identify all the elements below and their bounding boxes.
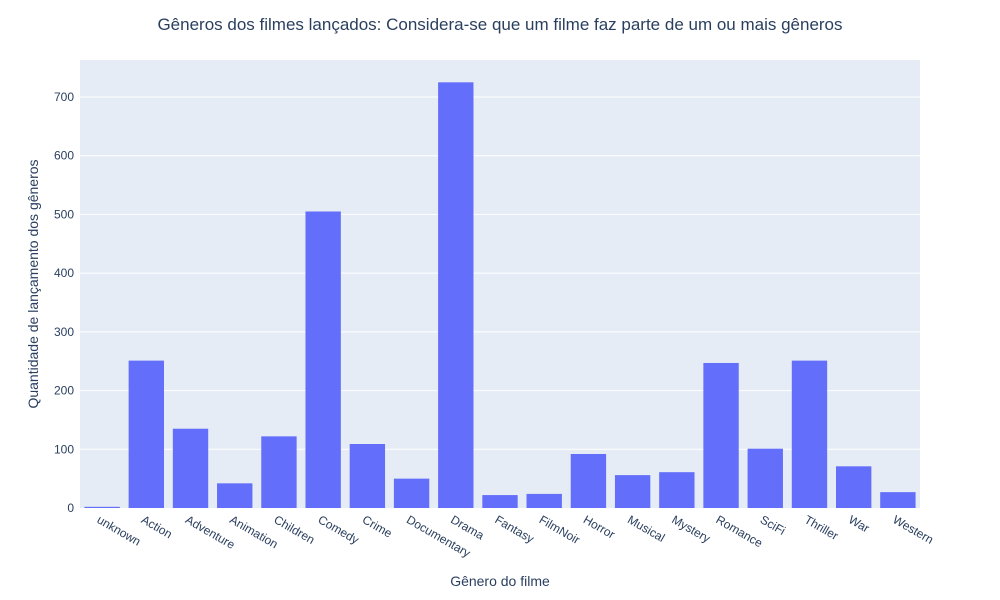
x-tick-label: Horror xyxy=(581,512,617,541)
x-tick-label: unknown xyxy=(95,512,144,548)
x-tick-label: Thriller xyxy=(802,512,841,542)
x-axis-title: Gênero do filme xyxy=(450,573,550,589)
x-tick-label: Animation xyxy=(227,512,280,551)
plot-area xyxy=(80,60,920,508)
y-gridlines xyxy=(80,96,920,450)
bar-drama[interactable] xyxy=(438,82,474,509)
bar-musical[interactable] xyxy=(614,475,651,508)
x-tick-label: Action xyxy=(139,512,175,541)
bars xyxy=(84,82,916,509)
x-tick-label: Romance xyxy=(714,512,766,550)
bar-crime[interactable] xyxy=(349,444,386,508)
y-tick-label: 100 xyxy=(54,442,74,456)
bar-thriller[interactable] xyxy=(791,360,828,508)
bar-horror[interactable] xyxy=(570,453,607,508)
x-tick-label: Comedy xyxy=(316,512,362,546)
bar-western[interactable] xyxy=(880,492,916,508)
bar-romance[interactable] xyxy=(703,362,739,508)
y-tick-label: 600 xyxy=(54,149,74,163)
y-tick-label: 400 xyxy=(54,266,74,280)
bar-action[interactable] xyxy=(128,360,164,508)
x-tick-label: Crime xyxy=(360,512,395,540)
x-tick-label: Mystery xyxy=(669,512,712,545)
bar-filmnoir[interactable] xyxy=(526,493,562,508)
bar-animation[interactable] xyxy=(217,483,253,508)
bar-mystery[interactable] xyxy=(659,472,695,508)
y-tick-label: 700 xyxy=(54,90,74,104)
x-tick-label: Musical xyxy=(625,512,667,544)
x-tick-label: Adventure xyxy=(183,512,238,552)
y-tick-label: 200 xyxy=(54,384,74,398)
bar-documentary[interactable] xyxy=(393,478,430,508)
y-axis-title: Quantidade de lançamento dos gêneros xyxy=(25,159,41,408)
chart-title: Gêneros dos filmes lançados: Considera-s… xyxy=(157,15,842,34)
bar-comedy[interactable] xyxy=(305,211,341,508)
x-tick-label: Fantasy xyxy=(493,512,537,545)
bar-adventure[interactable] xyxy=(172,428,209,508)
x-tick-label: Western xyxy=(890,512,936,546)
y-tick-labels: 0 100 200 300 400 500 600 700 xyxy=(54,90,74,515)
bar-war[interactable] xyxy=(836,466,872,508)
x-tick-label: SciFi xyxy=(758,512,788,537)
y-tick-label: 500 xyxy=(54,207,74,221)
x-tick-label: War xyxy=(846,512,872,535)
bar-scifi[interactable] xyxy=(747,448,783,508)
bar-fantasy[interactable] xyxy=(482,495,518,508)
bar-children[interactable] xyxy=(261,436,297,508)
x-tick-label: FilmNoir xyxy=(537,512,583,546)
y-tick-label: 300 xyxy=(54,325,74,339)
bar-unknown[interactable] xyxy=(84,506,120,508)
y-tick-label: 0 xyxy=(67,501,74,515)
